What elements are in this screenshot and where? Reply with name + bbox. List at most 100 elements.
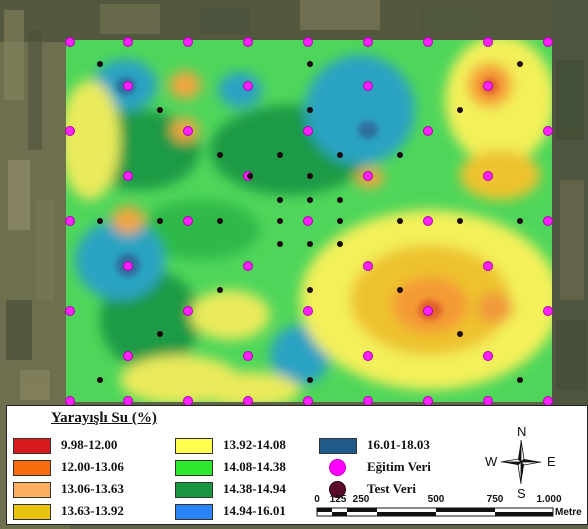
test-point-marker [217,287,223,293]
training-point-marker [483,261,493,271]
compass-east: E [547,454,556,469]
legend-class-label: 13.63-13.92 [61,503,124,518]
training-point-marker [243,351,253,361]
training-point-marker [423,126,433,136]
scale-bar: 0 125 250 500 750 1.000 Metre [313,494,588,524]
legend-swatch [175,460,213,476]
training-point-marker [123,37,133,47]
test-point-marker [277,197,283,203]
scale-bar-graphic [316,507,554,517]
training-point-marker [123,351,133,361]
test-point-marker [517,377,523,383]
legend-class-label: 9.98-12.00 [61,437,118,452]
training-point-marker [363,351,373,361]
test-point-marker [457,218,463,224]
training-point-marker [303,126,313,136]
test-point-marker [277,241,283,247]
training-point-marker [483,351,493,361]
training-point-marker [123,171,133,181]
training-points [65,37,553,406]
test-point-marker [97,61,103,67]
test-point-marker [217,218,223,224]
test-point-marker [157,331,163,337]
interpolation-surface [66,40,552,402]
compass-south: S [517,486,526,501]
test-point-marker [217,152,223,158]
training-point-marker [303,216,313,226]
test-point-marker [337,197,343,203]
test-point-marker [337,218,343,224]
training-point-marker [303,306,313,316]
test-point-marker [97,377,103,383]
training-point-marker [243,37,253,47]
training-point-marker [543,216,553,226]
test-point-marker [397,218,403,224]
compass-north: N [517,424,527,439]
training-point-marker [483,171,493,181]
training-point-marker [243,261,253,271]
legend-swatch [175,482,213,498]
training-point-marker [183,306,193,316]
training-point-marker [183,37,193,47]
training-point-marker [363,81,373,91]
test-point-marker [307,287,313,293]
training-point-marker [483,37,493,47]
training-point-marker [543,37,553,47]
test-point-marker [397,287,403,293]
test-point-marker [157,218,163,224]
training-point-marker [123,81,133,91]
test-point-marker [97,218,103,224]
training-point-marker [65,126,75,136]
test-point-marker [337,241,343,247]
scale-tick-label: 750 [486,494,504,505]
training-point-marker [303,37,313,47]
test-point-marker [457,331,463,337]
test-point-marker [307,107,313,113]
magenta-dot-icon [329,459,346,476]
training-point-marker [65,37,75,47]
north-arrow: N S W E [483,424,559,501]
legend-swatch [175,438,213,454]
training-point-marker [363,37,373,47]
training-point-marker [183,126,193,136]
training-point-marker [123,261,133,271]
dark-dot-icon [329,481,346,498]
test-point-marker [277,152,283,158]
map-legend: Yarayışlı Su (%) 9.98-12.00 12.00-13.06 13… [6,405,588,525]
test-point-marker [517,218,523,224]
compass-rose-icon [500,439,542,485]
training-point-marker [543,126,553,136]
scale-tick-label: 125 [329,494,347,505]
training-point-marker [423,216,433,226]
legend-title: Yarayışlı Su (%) [51,410,157,426]
legend-class-label: 13.06-13.63 [61,481,124,496]
training-point-marker [423,37,433,47]
test-points [97,61,523,383]
training-point-marker [243,81,253,91]
legend-class-label: 16.01-18.03 [367,437,430,452]
legend-swatch [13,482,51,498]
test-point-marker [307,173,313,179]
training-point-marker [363,171,373,181]
test-point-marker [307,197,313,203]
scale-tick-label: 250 [352,494,370,505]
test-point-marker [307,377,313,383]
legend-class-label: 14.38-14.94 [223,481,286,496]
training-point-marker [543,306,553,316]
test-point-marker [307,241,313,247]
training-point-marker [65,216,75,226]
legend-class-label: 14.94-16.01 [223,503,286,518]
compass-west: W [485,454,498,469]
legend-class-label: 13.92-14.08 [223,437,286,452]
scale-tick-label: 1.000 [536,494,562,505]
test-point-marker [517,61,523,67]
test-point-marker [457,107,463,113]
legend-swatch [13,460,51,476]
test-point-marker [157,107,163,113]
training-point-marker [363,261,373,271]
training-point-marker [65,306,75,316]
training-point-marker [483,81,493,91]
legend-swatch [13,504,51,520]
